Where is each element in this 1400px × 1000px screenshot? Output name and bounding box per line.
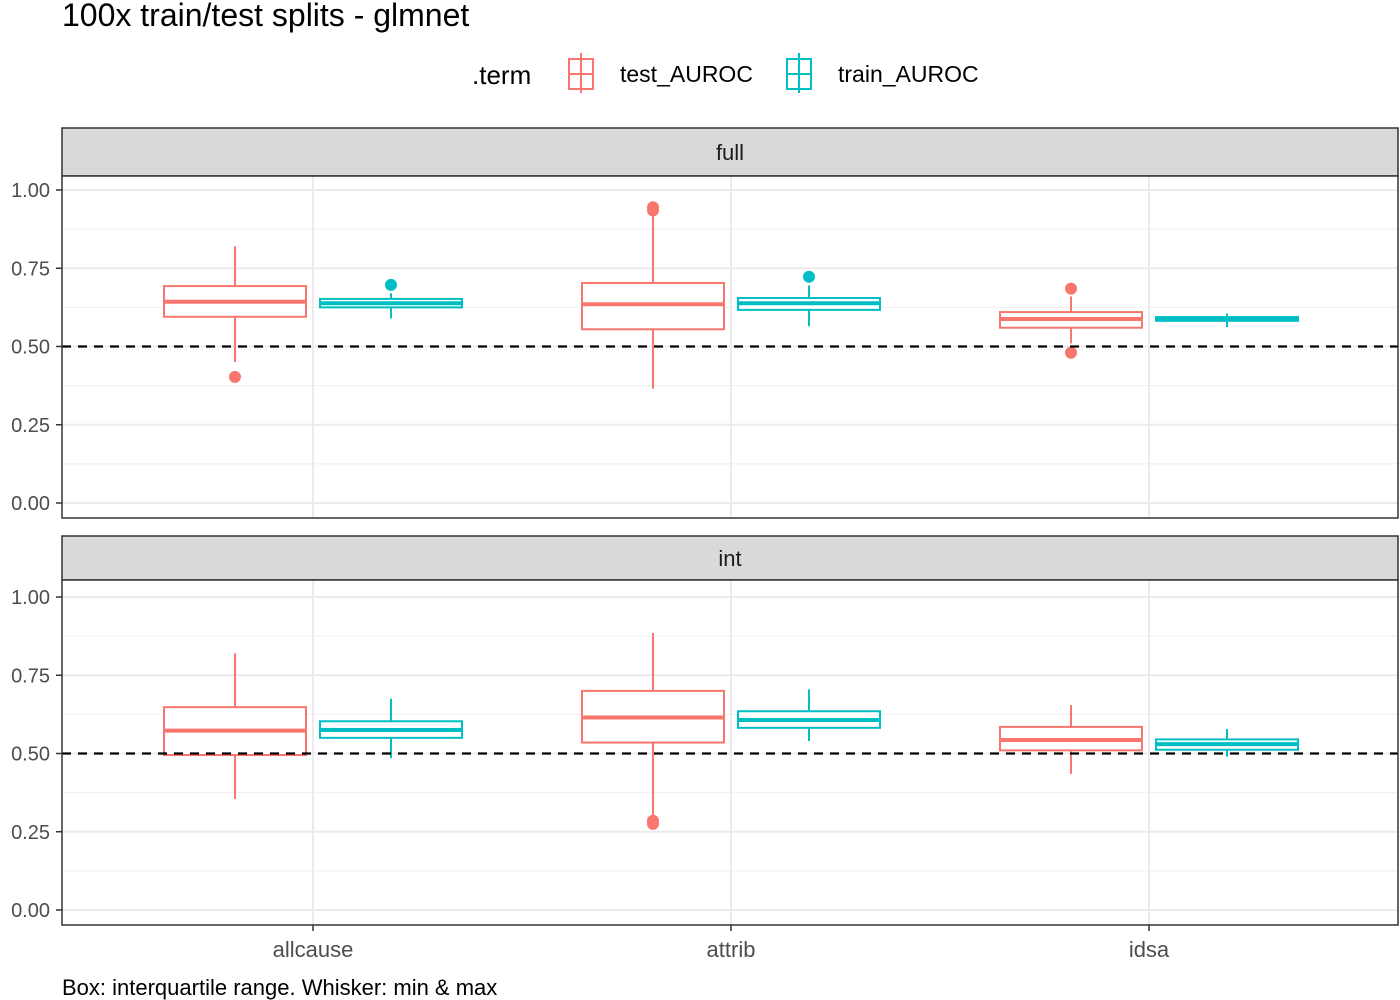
x-axis: allcause attrib idsa	[273, 925, 1170, 962]
outlier-point	[229, 370, 241, 383]
y-tick-label: 0.50	[11, 337, 50, 359]
legend-title: .term	[472, 60, 531, 90]
box-idsa-test_AUROC	[999, 282, 1143, 359]
box-attrib-test_AUROC	[581, 632, 725, 830]
y-tick-label: 0.75	[11, 665, 50, 687]
outlier-point	[1065, 282, 1077, 295]
y-tick-label: 1.00	[11, 180, 50, 202]
y-tick-label: 0.00	[11, 493, 50, 515]
y-axis: 0.00 0.25 0.50 0.75 1.00	[11, 180, 62, 515]
panel-border	[61, 175, 1399, 519]
series-test_AUROC	[163, 201, 1143, 389]
box-attrib-train_AUROC	[737, 270, 881, 327]
legend-entry-train_AUROC: train_AUROC	[786, 53, 979, 93]
y-tick-label: 0.00	[11, 900, 50, 922]
x-tick-label-allcause: allcause	[273, 937, 354, 962]
outlier-point	[385, 278, 397, 291]
box-attrib-train_AUROC	[737, 689, 881, 741]
box-allcause-train_AUROC	[319, 278, 463, 319]
outlier-point	[647, 814, 659, 827]
facet-strip	[61, 127, 1399, 177]
y-tick-label: 0.25	[11, 415, 50, 437]
legend: .term test_AUROC train_AUROC	[472, 53, 979, 93]
panel-grid	[62, 176, 1398, 518]
box-idsa-train_AUROC	[1155, 729, 1299, 757]
box-idsa-test_AUROC	[999, 704, 1143, 774]
box-allcause-test_AUROC	[163, 653, 307, 799]
facet-strip	[61, 535, 1399, 581]
y-tick-label: 0.75	[11, 258, 50, 280]
chart-title: 100x train/test splits - glmnet	[62, 0, 469, 33]
series-train_AUROC	[319, 689, 1299, 759]
facet-panel-int: int 0.00 0.25 0.50 0.75 1.00	[11, 535, 1399, 926]
outlier-point	[1065, 346, 1077, 359]
legend-label-test_AUROC: test_AUROC	[620, 61, 753, 87]
series-test_AUROC	[163, 632, 1143, 830]
y-axis: 0.00 0.25 0.50 0.75 1.00	[11, 587, 62, 922]
x-tick-label-attrib: attrib	[707, 937, 756, 962]
box-attrib-test_AUROC	[581, 201, 725, 389]
y-tick-label: 1.00	[11, 587, 50, 609]
y-tick-label: 0.25	[11, 822, 50, 844]
facet-strip-label: int	[718, 546, 741, 571]
outlier-point	[647, 201, 659, 214]
facet-strip-label: full	[716, 140, 744, 165]
x-tick-label-idsa: idsa	[1129, 937, 1170, 962]
chart-caption: Box: interquartile range. Whisker: min &…	[62, 975, 497, 1000]
box-idsa-train_AUROC	[1155, 313, 1299, 328]
facet-panel-full: full 0.00 0.25 0.50 0.75 1.00	[11, 127, 1399, 519]
box-allcause-train_AUROC	[319, 698, 463, 759]
series-train_AUROC	[319, 270, 1299, 328]
y-tick-label: 0.50	[11, 744, 50, 766]
facet-panels: full0.000.250.500.751.00int0.000.250.500…	[11, 127, 1399, 962]
legend-label-train_AUROC: train_AUROC	[838, 61, 979, 87]
outlier-point	[803, 270, 815, 283]
legend-entry-test_AUROC: test_AUROC	[568, 53, 753, 93]
panel-border	[61, 579, 1399, 926]
box-allcause-test_AUROC	[163, 246, 307, 383]
